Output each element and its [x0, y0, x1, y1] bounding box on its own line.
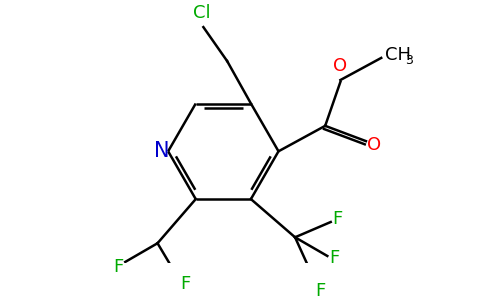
- Text: F: F: [181, 275, 191, 293]
- Text: F: F: [329, 249, 339, 267]
- Text: O: O: [333, 57, 348, 75]
- Text: O: O: [367, 136, 381, 154]
- Text: F: F: [316, 282, 326, 300]
- Text: CH: CH: [385, 46, 411, 64]
- Text: F: F: [333, 210, 343, 228]
- Text: F: F: [113, 258, 123, 276]
- Text: N: N: [153, 141, 169, 161]
- Text: 3: 3: [405, 54, 413, 67]
- Text: Cl: Cl: [193, 4, 211, 22]
